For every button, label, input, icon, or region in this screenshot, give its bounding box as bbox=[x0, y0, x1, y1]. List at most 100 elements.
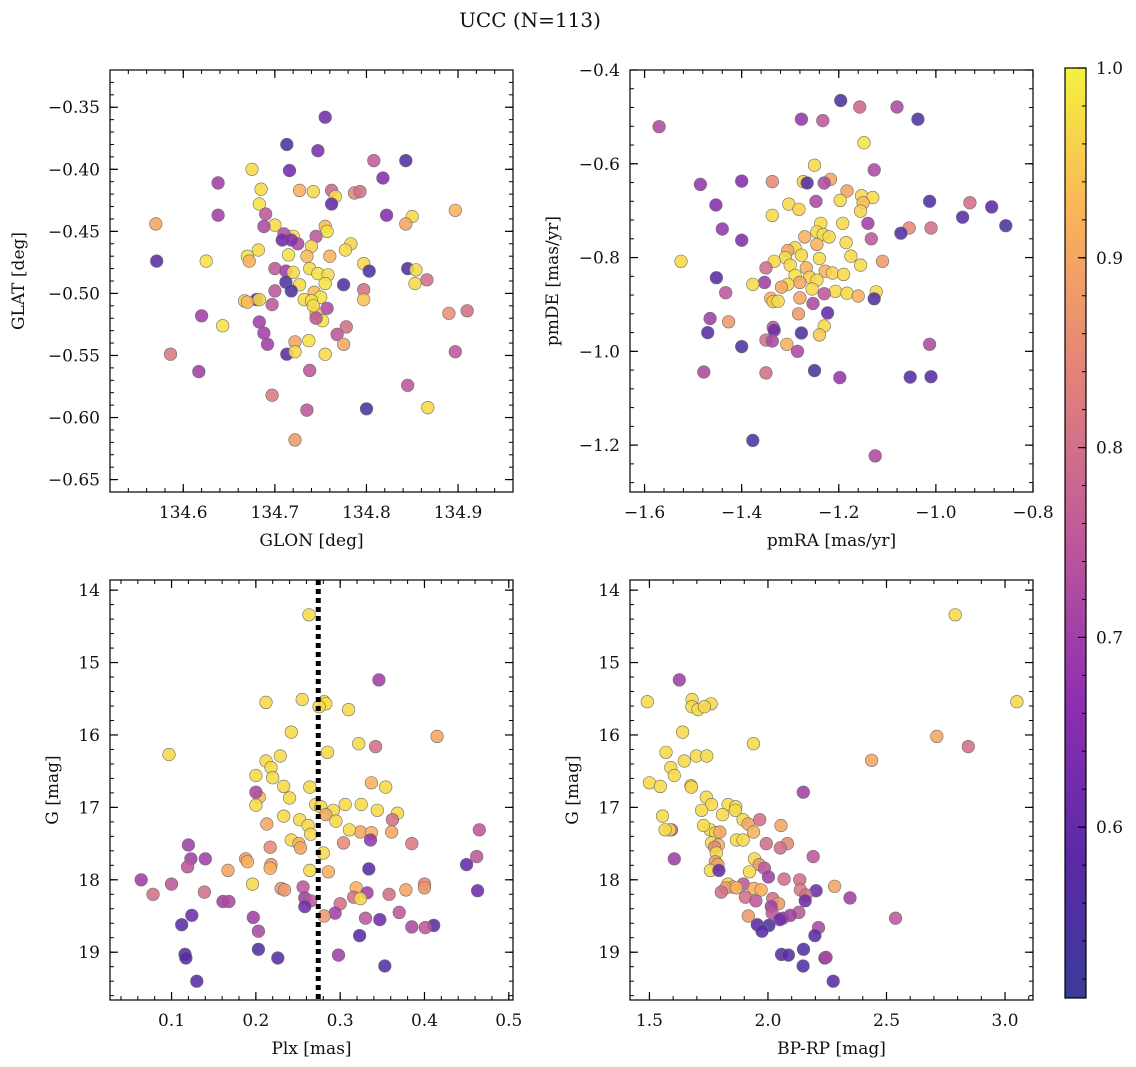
x-tick-label: 134.8 bbox=[342, 503, 391, 523]
data-point bbox=[807, 158, 822, 172]
data-point bbox=[963, 196, 977, 210]
colorbar-tick-label: 0.6 bbox=[1096, 818, 1123, 838]
data-point bbox=[251, 243, 265, 257]
data-point bbox=[293, 183, 307, 197]
data-point bbox=[293, 841, 308, 855]
data-point bbox=[190, 974, 204, 988]
data-point bbox=[353, 891, 368, 906]
x-tick-label: 0.5 bbox=[495, 1011, 522, 1031]
data-point bbox=[703, 311, 717, 326]
data-point bbox=[759, 261, 773, 275]
data-point bbox=[1010, 695, 1024, 709]
data-point bbox=[794, 248, 809, 262]
data-point bbox=[667, 768, 681, 783]
data-point bbox=[697, 365, 711, 379]
data-point bbox=[405, 836, 419, 851]
panel-glon-glat: 134.6 134.7 134.8 134.9 −0.35 −0.40 −0.45 −0.50… bbox=[9, 69, 514, 551]
data-point bbox=[251, 924, 265, 938]
data-point bbox=[715, 807, 730, 822]
data-point bbox=[302, 334, 316, 348]
data-point bbox=[672, 673, 686, 687]
y-tick-label: −0.40 bbox=[48, 160, 100, 180]
data-point bbox=[385, 825, 399, 839]
y-tick-label: 19 bbox=[78, 943, 100, 963]
x-tick-label: 0.4 bbox=[411, 1011, 438, 1031]
data-point bbox=[828, 284, 843, 298]
data-point bbox=[392, 905, 406, 920]
data-point bbox=[448, 345, 462, 359]
data-point bbox=[640, 695, 654, 709]
data-point bbox=[277, 883, 292, 897]
data-point bbox=[816, 113, 830, 128]
data-point bbox=[359, 402, 374, 416]
data-point bbox=[812, 328, 827, 342]
y-tick-label: −0.8 bbox=[579, 249, 620, 269]
data-point bbox=[338, 797, 352, 812]
data-point bbox=[460, 857, 474, 872]
data-point bbox=[792, 202, 806, 216]
data-point bbox=[300, 249, 314, 263]
data-point bbox=[382, 887, 396, 901]
data-point bbox=[242, 254, 256, 268]
data-point bbox=[358, 911, 373, 925]
data-point bbox=[890, 100, 904, 114]
data-point bbox=[197, 885, 211, 899]
data-point bbox=[930, 729, 944, 744]
data-point bbox=[806, 296, 820, 311]
data-point bbox=[362, 264, 376, 278]
data-point bbox=[303, 780, 317, 794]
data-point bbox=[369, 739, 383, 754]
x-tick-label: −0.8 bbox=[1012, 503, 1053, 523]
data-point bbox=[704, 797, 719, 812]
data-point bbox=[658, 823, 672, 837]
data-point bbox=[853, 258, 868, 272]
x-tick-label: 134.9 bbox=[434, 503, 483, 523]
data-point bbox=[268, 284, 282, 298]
data-point bbox=[719, 286, 733, 300]
data-point bbox=[211, 176, 225, 190]
data-point bbox=[246, 910, 260, 925]
data-point bbox=[853, 204, 868, 218]
data-point bbox=[353, 185, 367, 199]
data-point bbox=[767, 323, 781, 337]
data-point bbox=[259, 207, 273, 221]
data-point bbox=[774, 818, 788, 833]
y-tick-label: −0.6 bbox=[579, 155, 620, 175]
data-point bbox=[134, 873, 148, 887]
data-point bbox=[216, 319, 230, 333]
data-point bbox=[652, 120, 666, 134]
data-point bbox=[827, 879, 842, 893]
data-point bbox=[162, 747, 176, 762]
x-tick-label: 3.0 bbox=[992, 1011, 1019, 1031]
data-point bbox=[284, 725, 298, 739]
data-point bbox=[729, 881, 744, 895]
y-tick-label: −1.2 bbox=[579, 436, 620, 456]
data-point bbox=[861, 216, 875, 230]
data-point bbox=[875, 254, 890, 268]
x-tick-label: 134.6 bbox=[159, 503, 208, 523]
data-point bbox=[195, 309, 209, 323]
data-point bbox=[318, 347, 332, 361]
data-point bbox=[822, 230, 836, 244]
data-point bbox=[318, 110, 332, 124]
y-tick-label: −0.4 bbox=[579, 61, 620, 81]
x-tick-label: 1.5 bbox=[636, 1011, 663, 1031]
x-tick-label: −1.0 bbox=[915, 503, 956, 523]
data-point bbox=[320, 301, 334, 315]
y-tick-label: 16 bbox=[78, 726, 100, 746]
data-point bbox=[796, 785, 810, 799]
x-axis-label: GLON [deg] bbox=[259, 531, 363, 551]
y-tick-label: 14 bbox=[598, 581, 620, 601]
data-point bbox=[164, 877, 179, 891]
y-axis-label: G [mag] bbox=[563, 755, 583, 824]
data-point bbox=[773, 841, 787, 855]
x-axis-label: BP-RP [mag] bbox=[777, 1039, 886, 1059]
data-point bbox=[379, 780, 393, 794]
y-tick-label: 16 bbox=[598, 726, 620, 746]
data-point bbox=[277, 779, 291, 794]
data-point bbox=[715, 222, 729, 236]
data-point bbox=[868, 449, 882, 463]
data-point bbox=[373, 912, 387, 927]
data-point bbox=[746, 277, 760, 291]
